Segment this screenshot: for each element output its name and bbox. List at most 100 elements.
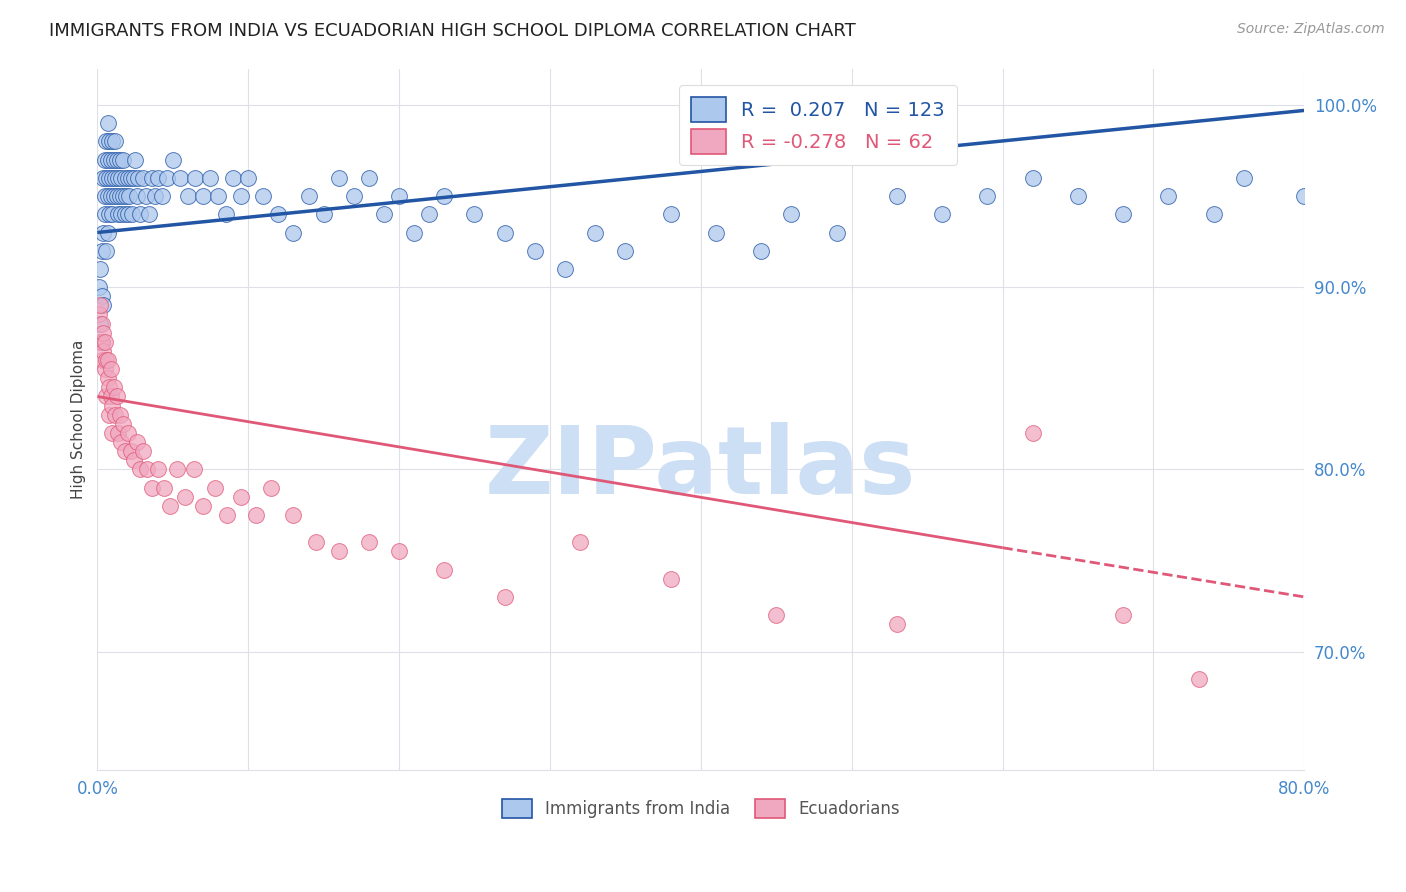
- Point: [357, 170, 380, 185]
- Point: [1202, 207, 1225, 221]
- Point: [94, 334, 117, 349]
- Point: [105, 189, 128, 203]
- Point: [214, 207, 236, 221]
- Point: [121, 207, 143, 221]
- Point: [1157, 189, 1180, 203]
- Point: [114, 170, 136, 185]
- Point: [131, 170, 153, 185]
- Point: [305, 535, 328, 549]
- Point: [1399, 170, 1406, 185]
- Point: [554, 262, 576, 277]
- Point: [217, 508, 239, 522]
- Point: [93, 226, 115, 240]
- Point: [1021, 425, 1043, 440]
- Point: [328, 170, 350, 185]
- Point: [101, 207, 124, 221]
- Text: Source: ZipAtlas.com: Source: ZipAtlas.com: [1237, 22, 1385, 37]
- Point: [125, 189, 148, 203]
- Point: [90, 334, 112, 349]
- Point: [94, 189, 117, 203]
- Point: [105, 153, 128, 167]
- Point: [107, 425, 129, 440]
- Legend: Immigrants from India, Ecuadorians: Immigrants from India, Ecuadorians: [495, 792, 907, 825]
- Point: [166, 462, 188, 476]
- Point: [89, 262, 111, 277]
- Point: [89, 317, 111, 331]
- Point: [120, 170, 142, 185]
- Point: [90, 317, 112, 331]
- Point: [136, 462, 159, 476]
- Point: [204, 481, 226, 495]
- Point: [886, 617, 908, 632]
- Point: [105, 389, 128, 403]
- Point: [1112, 608, 1135, 623]
- Point: [343, 189, 366, 203]
- Point: [98, 207, 121, 221]
- Point: [1323, 170, 1346, 185]
- Point: [373, 207, 395, 221]
- Point: [87, 308, 110, 322]
- Point: [357, 535, 380, 549]
- Point: [494, 226, 516, 240]
- Point: [780, 207, 803, 221]
- Point: [110, 207, 132, 221]
- Point: [152, 481, 174, 495]
- Point: [97, 353, 120, 368]
- Point: [98, 170, 121, 185]
- Point: [418, 207, 440, 221]
- Point: [128, 207, 150, 221]
- Point: [1021, 170, 1043, 185]
- Point: [114, 207, 136, 221]
- Point: [90, 289, 112, 303]
- Point: [94, 207, 117, 221]
- Point: [93, 326, 115, 340]
- Point: [614, 244, 637, 258]
- Point: [404, 226, 426, 240]
- Point: [118, 189, 141, 203]
- Point: [90, 244, 112, 258]
- Point: [659, 572, 682, 586]
- Point: [98, 380, 121, 394]
- Point: [283, 226, 305, 240]
- Point: [94, 153, 117, 167]
- Point: [1368, 207, 1391, 221]
- Point: [107, 207, 129, 221]
- Point: [583, 226, 606, 240]
- Point: [297, 189, 319, 203]
- Point: [101, 425, 124, 440]
- Point: [141, 481, 163, 495]
- Point: [1067, 189, 1090, 203]
- Point: [143, 189, 166, 203]
- Point: [110, 170, 132, 185]
- Text: IMMIGRANTS FROM INDIA VS ECUADORIAN HIGH SCHOOL DIPLOMA CORRELATION CHART: IMMIGRANTS FROM INDIA VS ECUADORIAN HIGH…: [49, 22, 856, 40]
- Point: [101, 135, 124, 149]
- Point: [260, 481, 283, 495]
- Point: [101, 170, 124, 185]
- Point: [97, 371, 120, 385]
- Point: [222, 170, 245, 185]
- Point: [494, 590, 516, 604]
- Y-axis label: High School Diploma: High School Diploma: [72, 340, 86, 499]
- Point: [131, 444, 153, 458]
- Point: [183, 462, 205, 476]
- Point: [87, 280, 110, 294]
- Point: [388, 544, 411, 558]
- Point: [90, 353, 112, 368]
- Point: [252, 189, 274, 203]
- Point: [229, 490, 252, 504]
- Point: [388, 189, 411, 203]
- Point: [173, 490, 195, 504]
- Point: [283, 508, 305, 522]
- Point: [117, 425, 139, 440]
- Point: [122, 170, 145, 185]
- Point: [103, 153, 125, 167]
- Point: [111, 417, 134, 431]
- Point: [110, 435, 132, 450]
- Point: [141, 170, 163, 185]
- Point: [191, 499, 214, 513]
- Point: [433, 563, 456, 577]
- Point: [89, 334, 111, 349]
- Point: [207, 189, 229, 203]
- Text: ZIPatlas: ZIPatlas: [485, 423, 917, 515]
- Point: [103, 380, 125, 394]
